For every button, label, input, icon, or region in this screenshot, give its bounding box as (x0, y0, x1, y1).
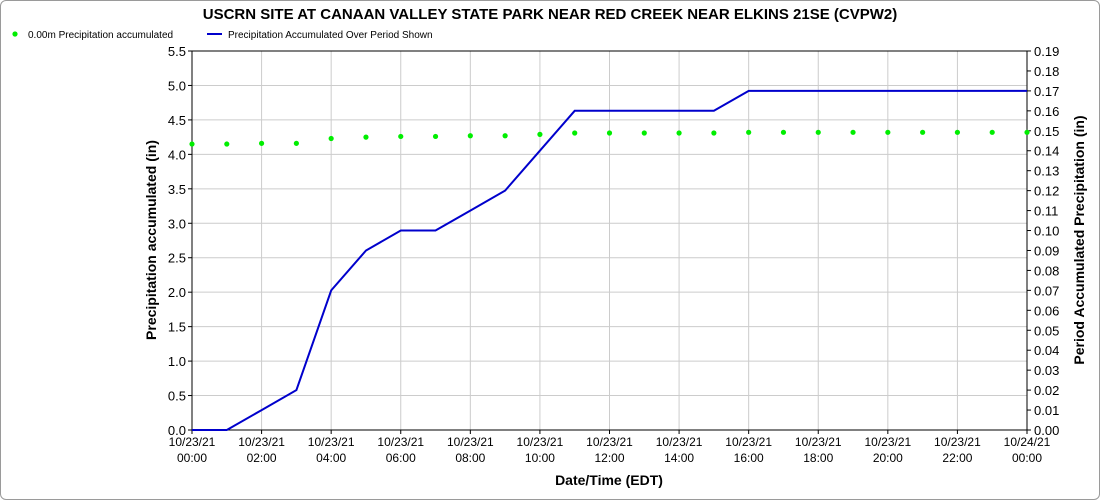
x-tick-label-time: 16:00 (734, 451, 764, 465)
x-tick-label-date: 10/23/21 (169, 435, 216, 449)
x-tick-label-time: 06:00 (386, 451, 416, 465)
x-tick-label-time: 00:00 (1012, 451, 1042, 465)
x-tick-label-date: 10/23/21 (725, 435, 772, 449)
data-point-precip-accumulated (920, 129, 926, 135)
y-right-tick-label: 0.13 (1034, 164, 1059, 179)
x-tick-label-time: 18:00 (803, 451, 833, 465)
data-point-precip-accumulated (258, 140, 265, 146)
data-point-precip-accumulated (224, 141, 230, 147)
axes: 0.0 0.5 1.0 1.5 2.0 2.5 3.0 3.5 4.0 4.5 5.0 5.5 0.00… (168, 44, 1059, 465)
data-point-precip-accumulated (1024, 129, 1030, 135)
y-left-tick-label: 3.5 (168, 182, 186, 197)
data-point-precip-accumulated (711, 130, 717, 136)
y-right-tick-label: 0.09 (1034, 243, 1059, 258)
x-tick-label-date: 10/23/21 (377, 435, 424, 449)
x-tick-label-date: 10/23/21 (934, 435, 981, 449)
data-point-precip-accumulated (398, 133, 404, 140)
y-right-tick-label: 0.07 (1034, 283, 1059, 298)
data-point-precip-accumulated (746, 129, 752, 135)
data-point-precip-accumulated (432, 133, 439, 140)
y-left-tick-label: 4.0 (168, 147, 186, 162)
grid (191, 50, 1028, 431)
data-point-precip-accumulated (189, 141, 195, 147)
data-point-precip-accumulated (676, 130, 682, 136)
x-tick-label-date: 10/23/21 (447, 435, 494, 449)
data-point-precip-accumulated (954, 129, 961, 135)
legend: 0.00m Precipitation accumulated Precipit… (12, 30, 433, 41)
data-point-precip-accumulated (363, 134, 369, 140)
x-tick-label-date: 10/23/21 (795, 435, 842, 449)
y-right-tick-label: 0.05 (1034, 323, 1059, 338)
data-point-precip-accumulated (606, 130, 613, 136)
y-right-tick-label: 0.12 (1034, 184, 1059, 199)
x-tick-label-date: 10/23/21 (586, 435, 633, 449)
y-left-tick-label: 3.0 (168, 216, 186, 231)
y-right-tick-label: 0.14 (1034, 144, 1059, 159)
x-tick-label-date: 10/23/21 (864, 435, 911, 449)
data-point-precip-accumulated (641, 130, 647, 136)
y-right-tick-label: 0.10 (1034, 224, 1059, 239)
y-left-tick-label: 1.0 (168, 354, 186, 369)
y-right-tick-label: 0.17 (1034, 84, 1059, 99)
y-right-tick-label: 0.19 (1034, 44, 1059, 59)
x-tick-label-time: 10:00 (525, 451, 555, 465)
y-right-tick-label: 0.03 (1034, 363, 1059, 378)
y-right-tick-label: 0.15 (1034, 124, 1059, 139)
plot-border (191, 50, 1028, 431)
data-point-precip-accumulated (815, 129, 821, 135)
data-point-precip-accumulated (780, 129, 787, 135)
chart-title: USCRN SITE AT CANAAN VALLEY STATE PARK N… (203, 6, 898, 23)
y-right-tick-label: 0.18 (1034, 64, 1059, 79)
data-point-precip-accumulated (467, 133, 473, 139)
y-right-tick-label: 0.04 (1034, 343, 1059, 358)
x-tick-label-date: 10/23/21 (238, 435, 285, 449)
data-point-precip-accumulated (885, 129, 891, 135)
y-right-tick-label: 0.08 (1034, 263, 1059, 278)
legend-marker-dots (12, 31, 18, 37)
x-tick-label-date: 10/24/21 (1004, 435, 1051, 449)
series-line-period-precip (192, 89, 1027, 431)
y-axis-label-left: Precipitation accumulated (in) (143, 140, 159, 340)
y-left-tick-label: 4.5 (168, 113, 186, 128)
y-right-tick-label: 0.11 (1034, 204, 1058, 219)
x-tick-label-time: 02:00 (247, 451, 277, 465)
y-right-tick-label: 0.02 (1034, 383, 1059, 398)
y-right-tick-label: 0.16 (1034, 104, 1059, 119)
y-right-tick-label: 0.06 (1034, 303, 1059, 318)
data-point-precip-accumulated (989, 129, 995, 135)
x-axis-label: Date/Time (EDT) (555, 472, 663, 488)
legend-label-dots: 0.00m Precipitation accumulated (28, 30, 173, 41)
x-tick-label-time: 00:00 (177, 451, 207, 465)
y-left-tick-label: 2.0 (168, 285, 186, 300)
x-tick-label-date: 10/23/21 (308, 435, 355, 449)
data-point-precip-accumulated (537, 131, 543, 137)
y-left-tick-label: 0.5 (168, 389, 186, 404)
y-axis-label-right: Period Accumulated Precipitation (in) (1071, 115, 1087, 364)
data-point-precip-accumulated (572, 130, 578, 136)
x-tick-label-time: 12:00 (594, 451, 624, 465)
x-tick-label-date: 10/23/21 (517, 435, 564, 449)
y-left-tick-label: 2.5 (168, 251, 186, 266)
y-left-tick-label: 5.5 (168, 44, 186, 59)
x-tick-label-time: 22:00 (942, 451, 972, 465)
data-point-precip-accumulated (502, 133, 508, 139)
x-tick-label-time: 14:00 (664, 451, 694, 465)
series (189, 89, 1030, 431)
y-left-tick-label: 1.5 (168, 320, 186, 335)
y-right-tick-label: 0.00 (1034, 423, 1059, 438)
data-point-precip-accumulated (850, 129, 856, 135)
y-left-tick-label: 0.0 (168, 423, 186, 438)
x-tick-label-time: 04:00 (316, 451, 346, 465)
x-tick-label-time: 08:00 (455, 451, 485, 465)
x-tick-label-date: 10/23/21 (656, 435, 703, 449)
y-left-tick-label: 5.0 (168, 78, 186, 93)
legend-label-line: Precipitation Accumulated Over Period Sh… (228, 30, 433, 41)
data-point-precip-accumulated (328, 135, 334, 142)
x-tick-label-time: 20:00 (873, 451, 903, 465)
data-point-precip-accumulated (293, 140, 299, 146)
y-right-tick-label: 0.01 (1034, 403, 1059, 418)
